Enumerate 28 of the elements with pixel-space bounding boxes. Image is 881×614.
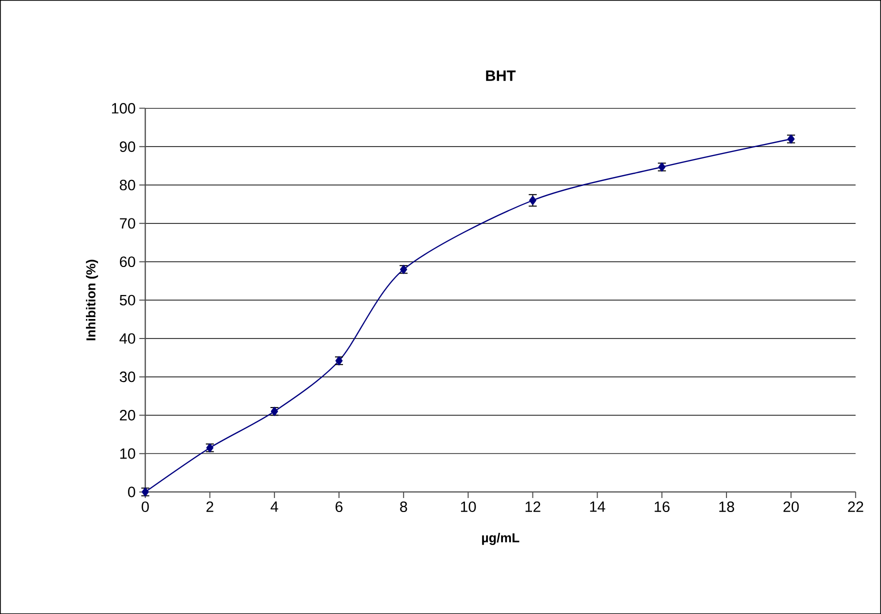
x-tick-label: 22: [848, 501, 864, 512]
x-tick-label: 18: [719, 501, 734, 512]
x-tick-label: 8: [400, 501, 408, 512]
x-tick-label: 10: [460, 501, 476, 512]
x-tick-label: 2: [206, 501, 214, 512]
x-tick-label: 4: [270, 501, 278, 512]
y-tick-label: 40: [120, 333, 136, 344]
y-tick-label: 30: [120, 371, 136, 382]
y-tick-label: 90: [120, 141, 136, 152]
y-axis-title: Inhibition (%): [86, 260, 98, 340]
x-tick-label: 0: [142, 501, 149, 512]
y-tick-label: 20: [120, 410, 136, 420]
y-tick-label: 100: [112, 102, 136, 114]
point: [529, 196, 536, 205]
x-tick-label: 16: [654, 501, 670, 512]
y-tick-label: 10: [120, 448, 136, 459]
x-tick-label: 14: [590, 501, 606, 512]
x-tick-label: 12: [526, 501, 540, 512]
y-tick-label: 60: [120, 256, 136, 267]
x-tick-label: 20: [783, 501, 799, 512]
x-tick-label: 6: [336, 501, 343, 512]
point: [142, 487, 149, 496]
y-tick-label: 50: [120, 294, 136, 306]
y-tick-label: 0: [128, 486, 136, 498]
chart-title: BHT: [486, 70, 516, 81]
y-tick-label: 70: [120, 218, 136, 229]
y-tick-label: 80: [120, 180, 136, 190]
x-axis-title: µg/mL: [482, 532, 520, 545]
